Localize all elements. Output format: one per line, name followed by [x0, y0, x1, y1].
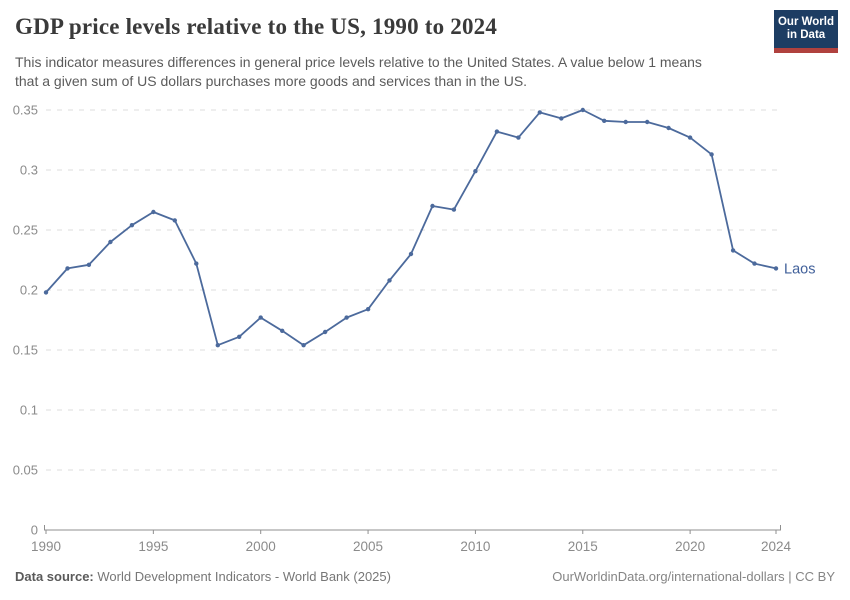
data-source-label: Data source:	[15, 569, 94, 584]
data-point[interactable]	[537, 110, 542, 115]
data-point[interactable]	[602, 118, 607, 124]
data-point[interactable]	[172, 218, 177, 223]
chart-subtitle: This indicator measures differences in g…	[15, 54, 702, 90]
data-source: Data source: World Development Indicator…	[15, 569, 391, 584]
data-point[interactable]	[258, 315, 263, 320]
x-axis-label: 2024	[761, 539, 792, 554]
data-point[interactable]	[301, 343, 306, 348]
data-point[interactable]	[65, 266, 70, 271]
attribution-link[interactable]: OurWorldinData.org/international-dollars…	[552, 569, 835, 584]
data-source-text: World Development Indicators - World Ban…	[97, 569, 391, 584]
data-point[interactable]	[645, 119, 650, 125]
data-point[interactable]	[773, 266, 779, 271]
data-point[interactable]	[194, 261, 199, 266]
data-point[interactable]	[237, 334, 242, 339]
data-point[interactable]	[280, 328, 285, 333]
x-axis-label: 2005	[353, 539, 383, 554]
data-point[interactable]	[86, 262, 92, 267]
y-axis-label: 0.05	[13, 463, 38, 478]
y-axis-label: 0.2	[20, 283, 38, 298]
y-axis-label: 0	[31, 523, 38, 538]
y-axis-label: 0.1	[20, 403, 38, 418]
data-point[interactable]	[322, 329, 328, 335]
data-point[interactable]	[709, 152, 714, 157]
data-point[interactable]	[559, 116, 564, 121]
x-axis-label: 2000	[246, 539, 276, 554]
chart-footer: Data source: World Development Indicator…	[15, 569, 835, 584]
data-point[interactable]	[623, 119, 628, 125]
y-axis-label: 0.3	[20, 163, 38, 178]
x-axis-label: 1990	[31, 539, 61, 554]
data-point[interactable]	[730, 248, 736, 253]
x-axis-label: 2015	[568, 539, 598, 554]
data-point[interactable]	[451, 207, 457, 212]
y-axis-label: 0.35	[13, 103, 38, 118]
y-axis-label: 0.15	[13, 343, 38, 358]
owid-logo-line1: Our World	[777, 15, 834, 28]
data-point[interactable]	[129, 223, 135, 228]
data-point[interactable]	[494, 129, 500, 134]
data-point[interactable]	[408, 251, 414, 257]
data-point[interactable]	[215, 343, 220, 348]
data-point[interactable]	[430, 203, 435, 209]
data-point[interactable]	[151, 209, 156, 215]
x-axis-label: 2010	[460, 539, 490, 554]
data-point[interactable]	[365, 307, 371, 312]
owid-logo-line2: in Data	[786, 29, 826, 41]
series-line[interactable]	[45, 109, 777, 347]
x-axis-label: 1995	[138, 539, 168, 554]
y-axis-label: 0.25	[13, 223, 38, 238]
data-point[interactable]	[752, 261, 757, 266]
data-point[interactable]	[516, 135, 521, 140]
data-point[interactable]	[108, 239, 113, 245]
series-end-label[interactable]: Laos	[784, 261, 815, 277]
owid-logo[interactable]: Our World in Data	[774, 10, 838, 53]
data-point[interactable]	[473, 169, 478, 174]
data-point[interactable]	[687, 135, 693, 140]
data-point[interactable]	[344, 315, 349, 320]
data-point[interactable]	[580, 107, 585, 113]
data-point[interactable]	[387, 278, 392, 283]
data-point[interactable]	[666, 125, 671, 131]
page-title: GDP price levels relative to the US, 199…	[15, 14, 498, 39]
x-axis-label: 2020	[675, 539, 705, 554]
data-point[interactable]	[43, 290, 49, 295]
